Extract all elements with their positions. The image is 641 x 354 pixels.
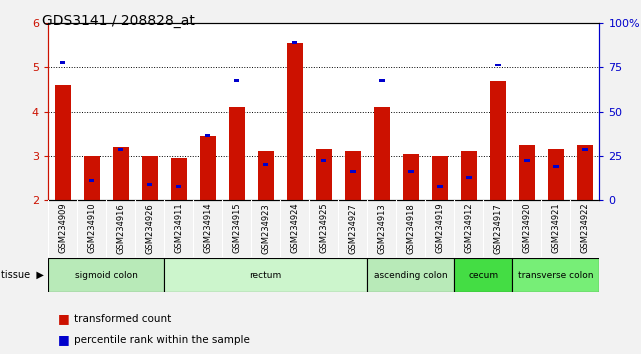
Bar [466,176,472,179]
Bar [176,185,181,188]
Bar [113,147,129,200]
Text: GSM234920: GSM234920 [522,203,531,253]
Bar [432,156,447,200]
Bar [490,80,506,200]
Text: tissue  ▶: tissue ▶ [1,270,44,280]
Text: GSM234927: GSM234927 [348,203,357,253]
Bar [48,258,164,292]
Text: GSM234913: GSM234913 [378,203,387,253]
Text: GSM234925: GSM234925 [319,203,328,253]
Text: GSM234917: GSM234917 [494,203,503,253]
Bar [234,79,240,82]
Bar [171,158,187,200]
Text: GSM234922: GSM234922 [580,203,589,253]
Text: GSM234912: GSM234912 [464,203,473,253]
Bar [263,163,269,166]
Bar [321,159,326,162]
Text: GSM234923: GSM234923 [261,203,270,253]
Text: GSM234921: GSM234921 [551,203,560,253]
Text: rectum: rectum [249,271,282,280]
Bar [164,258,367,292]
Bar [345,152,361,200]
Text: transformed count: transformed count [74,314,171,324]
Text: cecum: cecum [468,271,498,280]
Bar [461,152,477,200]
Text: GSM234911: GSM234911 [174,203,183,253]
Text: ascending colon: ascending colon [374,271,447,280]
Bar [54,85,71,200]
Bar [454,258,512,292]
Bar [408,170,413,173]
Bar [403,154,419,200]
Text: ■: ■ [58,333,69,346]
Bar [524,159,529,162]
Bar [367,258,454,292]
Bar [147,183,153,186]
Text: GSM234910: GSM234910 [87,203,96,253]
Bar [512,258,599,292]
Bar [83,156,99,200]
Text: GSM234909: GSM234909 [58,203,67,253]
Bar [519,145,535,200]
Bar [582,148,588,150]
Bar [292,41,297,44]
Bar [118,148,124,150]
Bar [577,145,593,200]
Bar [437,185,442,188]
Bar [205,135,210,137]
Bar [553,165,558,168]
Bar [287,43,303,200]
Text: GSM234916: GSM234916 [116,203,125,253]
Bar [495,64,501,67]
Bar [89,179,94,182]
Bar [548,149,564,200]
Text: percentile rank within the sample: percentile rank within the sample [74,335,249,345]
Text: ■: ■ [58,312,69,325]
Bar [142,156,158,200]
Text: GSM234919: GSM234919 [435,203,444,253]
Text: GDS3141 / 208828_at: GDS3141 / 208828_at [42,14,194,28]
Text: GSM234926: GSM234926 [145,203,154,253]
Text: GSM234915: GSM234915 [232,203,241,253]
Text: GSM234924: GSM234924 [290,203,299,253]
Bar [60,61,65,64]
Bar [350,170,356,173]
Text: GSM234914: GSM234914 [203,203,212,253]
Text: transverse colon: transverse colon [518,271,594,280]
Bar [258,152,274,200]
Bar [316,149,331,200]
Bar [229,107,245,200]
Bar [374,107,390,200]
Bar [199,136,215,200]
Text: GSM234918: GSM234918 [406,203,415,253]
Bar [379,79,385,82]
Text: sigmoid colon: sigmoid colon [74,271,138,280]
